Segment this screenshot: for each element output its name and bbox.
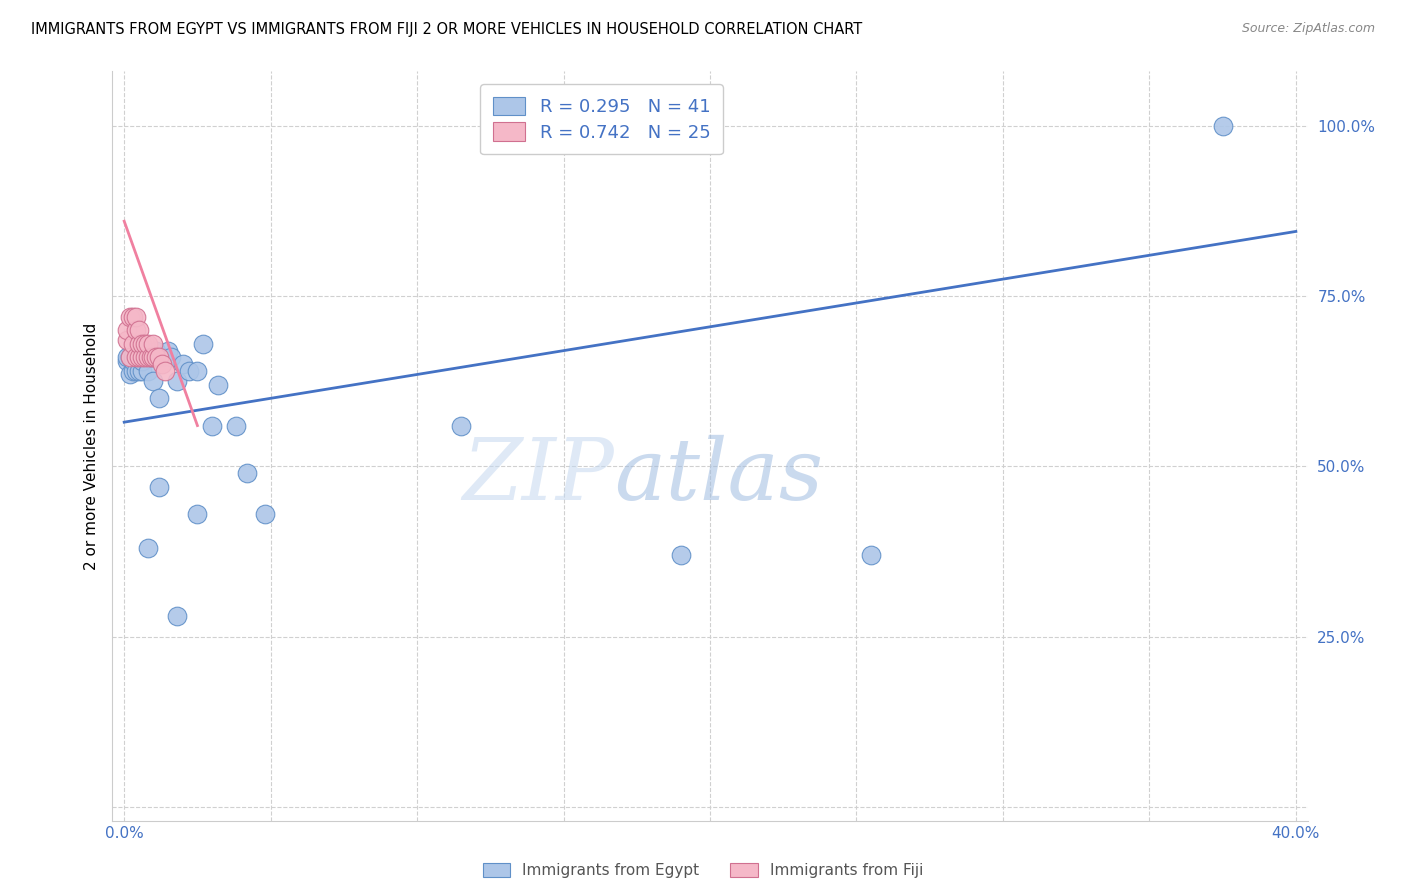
Point: [134, 343, 156, 358]
Point: [128, 364, 150, 378]
Point: [148, 351, 170, 365]
Text: ZIP: ZIP: [463, 434, 614, 517]
Point: [128, 336, 150, 351]
Point: [166, 374, 188, 388]
Point: [120, 310, 141, 324]
Point: [186, 364, 208, 378]
Point: [155, 364, 177, 378]
Point: [669, 548, 692, 562]
Legend: Immigrants from Egypt, Immigrants from Fiji: Immigrants from Egypt, Immigrants from F…: [475, 855, 931, 886]
Point: [131, 354, 153, 368]
Point: [139, 351, 162, 365]
Point: [120, 368, 141, 382]
Point: [136, 351, 159, 365]
Point: [120, 351, 141, 365]
Text: IMMIGRANTS FROM EGYPT VS IMMIGRANTS FROM FIJI 2 OR MORE VEHICLES IN HOUSEHOLD CO: IMMIGRANTS FROM EGYPT VS IMMIGRANTS FROM…: [31, 22, 862, 37]
Point: [131, 364, 153, 378]
Point: [150, 357, 173, 371]
Point: [253, 507, 276, 521]
Point: [142, 336, 165, 351]
Point: [131, 336, 153, 351]
Point: [139, 351, 162, 365]
Point: [125, 364, 148, 378]
Y-axis label: 2 or more Vehicles in Household: 2 or more Vehicles in Household: [83, 322, 98, 570]
Point: [122, 336, 145, 351]
Point: [115, 354, 138, 368]
Point: [236, 467, 259, 481]
Point: [125, 351, 148, 365]
Point: [128, 351, 150, 365]
Point: [122, 354, 145, 368]
Point: [136, 364, 159, 378]
Point: [145, 343, 167, 358]
Point: [122, 364, 145, 378]
Point: [122, 351, 145, 365]
Text: atlas: atlas: [614, 434, 824, 517]
Point: [157, 343, 180, 358]
Point: [150, 351, 173, 365]
Point: [148, 480, 170, 494]
Point: [136, 336, 159, 351]
Point: [125, 323, 148, 337]
Point: [136, 541, 159, 556]
Point: [145, 351, 167, 365]
Point: [450, 418, 472, 433]
Point: [131, 351, 153, 365]
Point: [193, 336, 215, 351]
Point: [225, 418, 247, 433]
Point: [148, 392, 170, 406]
Point: [115, 323, 138, 337]
Point: [142, 351, 165, 365]
Point: [115, 334, 138, 348]
Point: [172, 357, 194, 371]
Point: [166, 609, 188, 624]
Point: [860, 548, 883, 562]
Point: [128, 323, 150, 337]
Point: [125, 351, 148, 365]
Point: [201, 418, 224, 433]
Point: [134, 336, 156, 351]
Point: [120, 351, 141, 365]
Point: [1212, 119, 1234, 133]
Legend: R = 0.295   N = 41, R = 0.742   N = 25: R = 0.295 N = 41, R = 0.742 N = 25: [479, 84, 723, 154]
Point: [125, 310, 148, 324]
Text: Source: ZipAtlas.com: Source: ZipAtlas.com: [1241, 22, 1375, 36]
Point: [186, 507, 208, 521]
Point: [122, 310, 145, 324]
Point: [207, 377, 229, 392]
Point: [142, 374, 165, 388]
Point: [160, 351, 183, 365]
Point: [134, 351, 156, 365]
Point: [128, 351, 150, 365]
Point: [115, 351, 138, 365]
Point: [131, 351, 153, 365]
Point: [177, 364, 200, 378]
